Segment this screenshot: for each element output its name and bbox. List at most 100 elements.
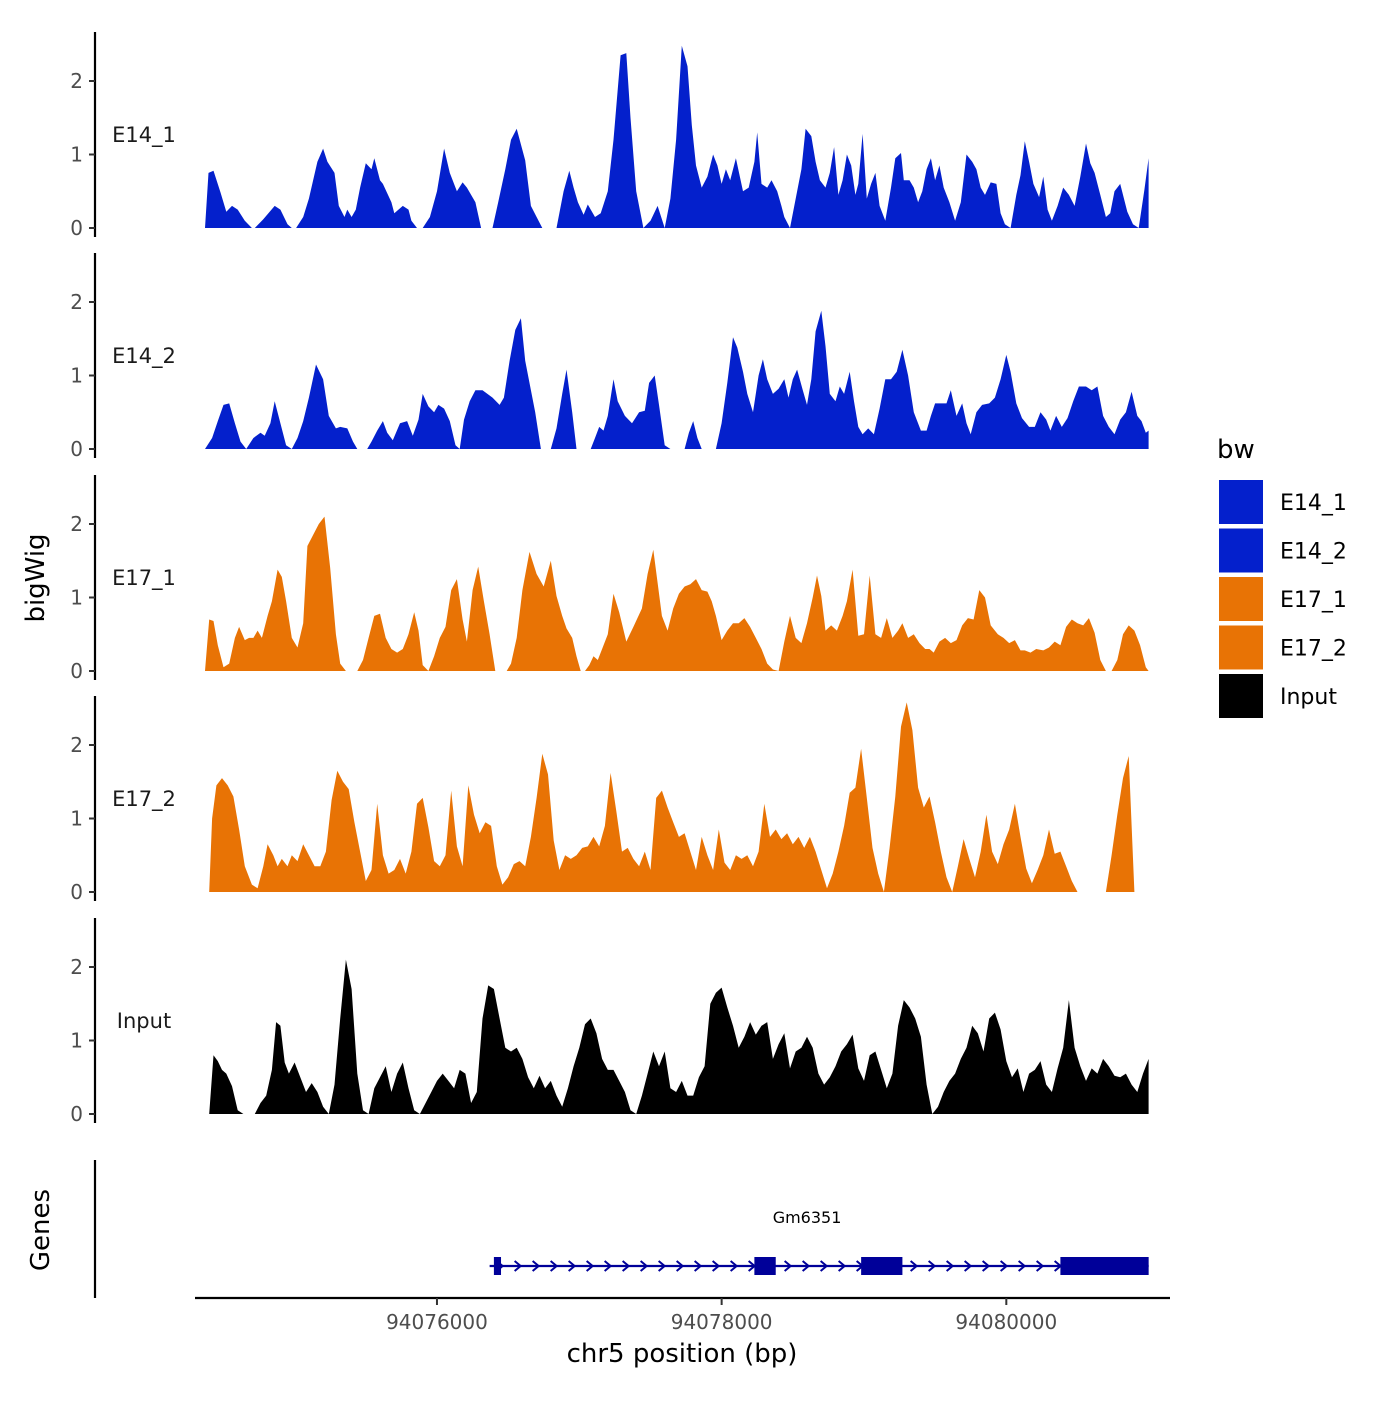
strand-chevron-icon [585, 1260, 595, 1272]
x-tick-label: 94080000 [955, 1310, 1057, 1334]
legend-label: E14_2 [1280, 540, 1347, 565]
genes-axis-title: Genes [26, 1189, 56, 1271]
coverage-area [585, 549, 779, 671]
y-tick-label: 0 [70, 1102, 83, 1126]
coverage-area [291, 364, 358, 449]
y-tick-label: 2 [70, 955, 83, 979]
coverage-area [459, 318, 541, 449]
coverage-area [419, 985, 637, 1114]
strand-chevron-icon [621, 1260, 631, 1272]
coverage-area [296, 148, 417, 228]
strand-chevron-icon [567, 1260, 577, 1272]
coverage-area [778, 569, 1106, 671]
coverage-area [428, 566, 496, 671]
strand-chevron-icon [693, 1260, 703, 1272]
tracks-layer: 0 1 2 E14_1 0 1 2 E14_2 0 1 2 E17_1 0 1 2 E17_2 0 1 2 Input [70, 32, 1149, 1126]
strand-chevron-icon [729, 1260, 739, 1272]
coverage-area [932, 1000, 1149, 1114]
gene-exon [1060, 1257, 1149, 1275]
strand-chevron-icon [639, 1260, 649, 1272]
track-label: E17_2 [112, 787, 176, 812]
strand-chevron-icon [531, 1260, 541, 1272]
y-tick-label: 0 [70, 659, 83, 683]
y-tick-label: 1 [70, 586, 83, 610]
x-axis: 94076000 94078000 94080000 [195, 1296, 1170, 1334]
legend-title: bw [1217, 435, 1255, 465]
legend-label: E14_1 [1280, 491, 1347, 516]
y-tick-label: 2 [70, 69, 83, 93]
strand-chevron-icon [999, 1260, 1009, 1272]
strand-chevron-icon [783, 1260, 793, 1272]
coverage-area [205, 516, 346, 671]
y-tick-label: 1 [70, 364, 83, 388]
track-E14_2: 0 1 2 E14_2 [70, 253, 1149, 461]
gene-exon [493, 1257, 502, 1275]
coverage-area [367, 393, 460, 449]
y-tick-label: 2 [70, 290, 83, 314]
coverage-area [254, 205, 292, 228]
strand-chevron-icon [819, 1260, 829, 1272]
legend-swatch-E14_2 [1219, 528, 1263, 573]
y-tick-label: 1 [70, 807, 83, 831]
legend-swatch-E17_2 [1219, 625, 1263, 670]
coverage-area [209, 1055, 244, 1114]
y-tick-label: 1 [70, 1029, 83, 1053]
track-label: E14_1 [112, 123, 176, 148]
track-E17_1: 0 1 2 E17_1 [70, 475, 1149, 683]
coverage-area [1138, 158, 1149, 228]
coverage-area [952, 803, 1078, 892]
strand-chevron-icon [1035, 1260, 1045, 1272]
x-axis-title: chr5 position (bp) [567, 1339, 798, 1369]
legend-swatch-Input [1219, 674, 1263, 718]
y-tick-label: 0 [70, 216, 83, 240]
coverage-area [209, 748, 884, 892]
track-E17_2: 0 1 2 E17_2 [70, 696, 1135, 904]
coverage-area [422, 148, 482, 228]
coverage-area [254, 1022, 329, 1114]
coverage-area [550, 369, 577, 449]
coverage-area [246, 401, 292, 449]
track-label: E17_1 [112, 566, 176, 591]
y-axis-title: bigWig [21, 533, 51, 622]
strand-chevron-icon [1017, 1260, 1027, 1272]
strand-chevron-icon [945, 1260, 955, 1272]
coverage-area [1105, 756, 1135, 892]
y-tick-label: 0 [70, 437, 83, 461]
gene-exon [861, 1257, 903, 1275]
coverage-area [643, 205, 665, 228]
coverage-area [492, 128, 543, 228]
track-Input: 0 1 2 Input [70, 918, 1149, 1126]
legend: bw E14_1 E14_2 E17_1 E17_2 Input [1217, 435, 1347, 718]
gene-exon [754, 1257, 776, 1275]
strand-chevron-icon [909, 1260, 919, 1272]
strand-chevron-icon [963, 1260, 973, 1272]
legend-label: E17_1 [1280, 588, 1347, 613]
coverage-area [883, 702, 953, 892]
strand-chevron-icon [603, 1260, 613, 1272]
legend-label: Input [1280, 685, 1337, 710]
coverage-area [590, 375, 671, 449]
legend-label: E17_2 [1280, 637, 1347, 662]
strand-chevron-icon [657, 1260, 667, 1272]
strand-chevron-icon [801, 1260, 811, 1272]
track-E14_1: 0 1 2 E14_1 [70, 32, 1149, 240]
y-tick-label: 0 [70, 880, 83, 904]
y-tick-label: 1 [70, 143, 83, 167]
coverage-area [506, 551, 581, 671]
legend-swatch-E14_1 [1219, 480, 1263, 524]
legend-swatch-E17_1 [1219, 577, 1263, 621]
gene-Gm6351: Gm6351 [489, 1208, 1149, 1275]
coverage-area [328, 959, 369, 1114]
x-tick-label: 94076000 [386, 1310, 488, 1334]
strand-chevron-icon [513, 1260, 523, 1272]
strand-chevron-icon [837, 1260, 847, 1272]
coverage-area [684, 421, 702, 449]
strand-chevron-icon [675, 1260, 685, 1272]
coverage-area [715, 310, 1149, 449]
strand-chevron-icon [981, 1260, 991, 1272]
y-tick-label: 2 [70, 733, 83, 757]
strand-chevron-icon [549, 1260, 559, 1272]
